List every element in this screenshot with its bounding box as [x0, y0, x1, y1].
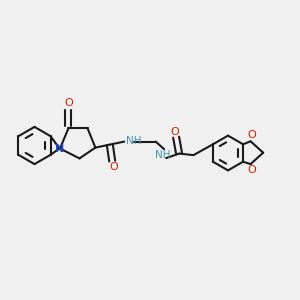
Text: O: O [64, 98, 73, 109]
Text: O: O [247, 165, 256, 175]
Text: O: O [247, 130, 256, 140]
Text: NH: NH [154, 149, 170, 160]
Text: O: O [171, 127, 180, 137]
Text: N: N [56, 143, 64, 154]
Text: O: O [109, 162, 118, 172]
Text: NH: NH [126, 136, 141, 146]
